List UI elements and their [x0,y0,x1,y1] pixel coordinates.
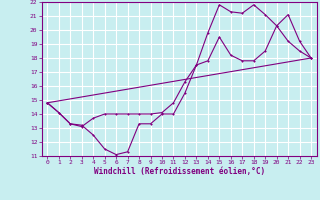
X-axis label: Windchill (Refroidissement éolien,°C): Windchill (Refroidissement éolien,°C) [94,167,265,176]
